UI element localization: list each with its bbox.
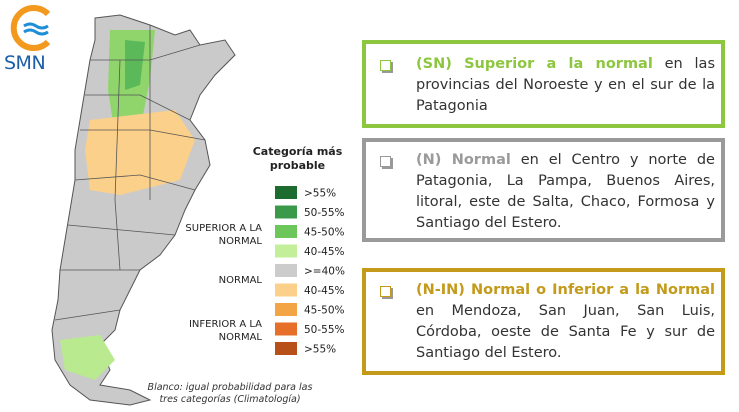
- legend-swatch: [275, 342, 297, 355]
- box-text: en el Centro y norte de Patagonia, La Pa…: [416, 152, 715, 231]
- legend-group: NORMAL: [218, 275, 262, 286]
- legend-label: >55%: [304, 344, 336, 356]
- checkbox-icon: [380, 156, 391, 167]
- legend-label: 50-55%: [304, 324, 345, 336]
- legend-swatch: [275, 283, 297, 297]
- legend-swatch: [275, 186, 297, 199]
- legend-group: SUPERIOR A LA NORMAL: [185, 223, 262, 247]
- text-box: (N) Normal en el Centro y norte de Patag…: [362, 138, 725, 242]
- legend-swatch: [275, 322, 297, 336]
- box-text: en Mendoza, San Juan, San Luis, Córdoba,…: [416, 303, 715, 361]
- legend-label: >55%: [304, 188, 336, 200]
- legend-group: INFERIOR A LA NORMAL: [188, 319, 262, 343]
- region-inferior: [85, 110, 195, 195]
- legend-swatch: [275, 303, 297, 316]
- text-box: (SN) Superior a la normal en las provinc…: [362, 40, 725, 128]
- legend-swatch: [275, 205, 297, 219]
- legend-label: 45-50%: [304, 227, 345, 239]
- region-superior-strong: [125, 40, 145, 90]
- box-heading: (N) Normal: [416, 152, 511, 168]
- checkbox-icon: [380, 286, 391, 297]
- legend-label: 45-50%: [304, 305, 345, 317]
- region-superior-south: [60, 335, 115, 380]
- note: Blanco: igual probabilidad para las tres…: [147, 382, 313, 405]
- legend-label: 50-55%: [304, 207, 345, 219]
- country-outline: [51, 14, 236, 406]
- legend-swatch: [275, 225, 297, 238]
- box-heading: (SN) Superior a la normal: [416, 56, 653, 72]
- legend-swatch: [275, 244, 297, 258]
- province-lines: [54, 25, 206, 321]
- legend-label: 40-45%: [304, 285, 345, 297]
- legend-title: Categoría más probable: [252, 145, 343, 172]
- logo-mark: [10, 5, 51, 51]
- checkbox-icon: [380, 60, 391, 71]
- box-heading: (N-IN) Normal o Inferior a la Normal: [416, 282, 715, 298]
- logo-text: SMN: [4, 52, 46, 74]
- box-text: en las provincias del Noroeste y en el s…: [416, 56, 715, 114]
- legend-swatch: [275, 264, 297, 277]
- legend-label: 40-45%: [304, 246, 345, 258]
- legend-label: >=40%: [304, 266, 345, 278]
- text-box: (N-IN) Normal o Inferior a la Normal en …: [362, 268, 725, 375]
- legend-swatches: >55% 50-55% 45-50% 40-45% >=40% 40-45% 45-50% 5…: [275, 186, 345, 356]
